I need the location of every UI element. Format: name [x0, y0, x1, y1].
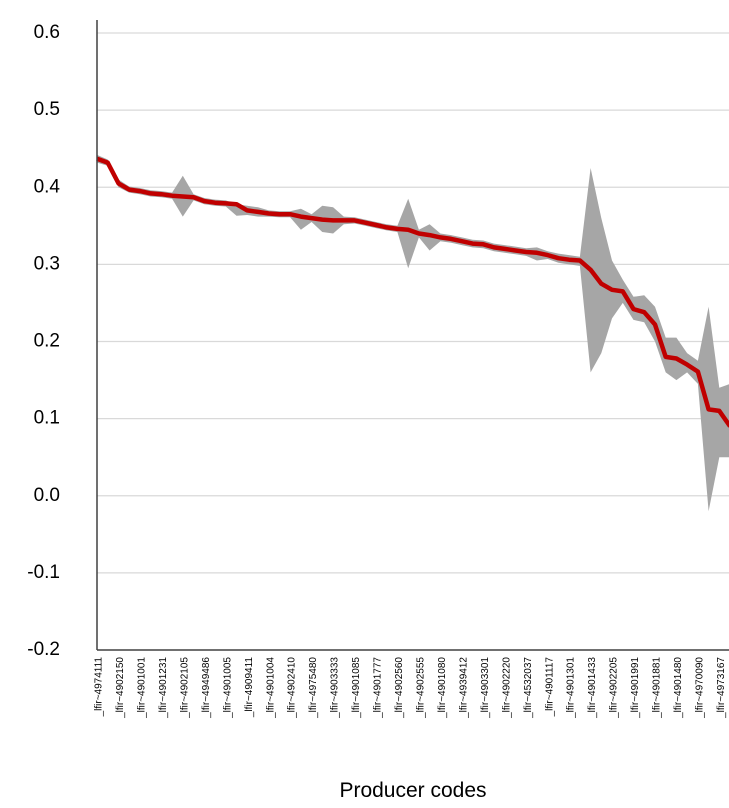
x-tick-label: _lfir~4902205 — [609, 657, 620, 719]
y-tick-label: 0.2 — [34, 331, 60, 352]
x-tick-label: _lfir~4975480 — [308, 657, 319, 719]
x-tick-label: _lfir~4902105 — [179, 657, 190, 719]
x-tick-label: _lfir~4901301 — [566, 657, 577, 719]
x-tick-label: _lfir~4901080 — [437, 657, 448, 719]
confidence-band — [97, 154, 729, 512]
y-tick-label: 0.5 — [34, 99, 60, 120]
x-tick-label: _lfir~4902220 — [501, 657, 512, 719]
x-tick-label: _lfir~4949486 — [201, 657, 212, 719]
x-tick-label: _lfir~4903301 — [480, 657, 491, 719]
x-tick-label: _lfir~4973167 — [716, 657, 727, 719]
x-axis-label: Producer codes — [339, 779, 486, 802]
y-tick-label: -0.2 — [27, 639, 60, 660]
y-tick-label: 0.0 — [34, 485, 60, 506]
x-tick-label: _lfir~4532037 — [523, 657, 534, 719]
x-tick-label: _lfir~4902410 — [287, 657, 298, 719]
x-tick-label: _lfir~4970090 — [695, 657, 706, 719]
x-tick-label: _lfir~4974111 — [94, 657, 105, 718]
x-tick-label: _lfir~4939412 — [458, 657, 469, 719]
x-tick-label: _lfir~4903333 — [330, 657, 341, 719]
x-tick-label: _lfir~4902150 — [115, 657, 126, 719]
line — [96, 156, 729, 428]
x-tick-label: _lfir~4901117 — [544, 657, 555, 718]
y-tick-label: 0.6 — [34, 22, 60, 43]
x-tick-label: _lfir~4901004 — [265, 657, 276, 719]
x-tick-label: _lfir~4901991 — [630, 657, 641, 719]
x-tick-label: _lfir~4901881 — [652, 657, 663, 719]
x-tick-label: _lfir~4909411 — [244, 657, 255, 719]
x-tick-label: _lfir~4901480 — [673, 657, 684, 719]
y-tick-label: -0.1 — [27, 562, 60, 583]
x-tick-label: _lfir~4902555 — [416, 657, 427, 719]
y-tick-label: 0.3 — [34, 253, 60, 274]
x-tick-label: _lfir~4901085 — [351, 657, 362, 719]
y-tick-label: 0.1 — [34, 408, 60, 429]
x-tick-label: _lfir~4901433 — [587, 657, 598, 719]
x-tick-label: _lfir~4901001 — [137, 657, 148, 719]
x-tick-label: _lfir~4901777 — [373, 657, 384, 719]
x-tick-label: _lfir~4901231 — [158, 657, 169, 719]
x-tick-label: _lfir~4902560 — [394, 657, 405, 719]
x-tick-label: _lfir~4901005 — [222, 657, 233, 719]
y-tick-label: 0.4 — [34, 176, 61, 197]
